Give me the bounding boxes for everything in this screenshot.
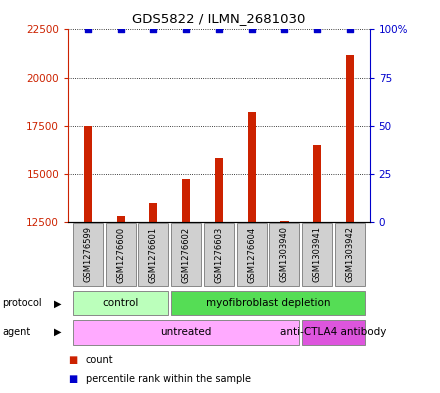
FancyBboxPatch shape (269, 223, 300, 286)
Text: GSM1303940: GSM1303940 (280, 226, 289, 283)
FancyBboxPatch shape (171, 291, 365, 315)
Bar (182, 179, 190, 222)
Bar (149, 203, 158, 222)
FancyBboxPatch shape (302, 223, 332, 286)
FancyBboxPatch shape (335, 223, 365, 286)
Bar (117, 216, 125, 222)
Text: GSM1303942: GSM1303942 (345, 226, 355, 283)
Text: percentile rank within the sample: percentile rank within the sample (86, 374, 251, 384)
Text: GSM1276603: GSM1276603 (214, 226, 224, 283)
FancyBboxPatch shape (73, 291, 169, 315)
Point (281, 26, 288, 33)
Text: GSM1276602: GSM1276602 (182, 226, 191, 283)
Text: untreated: untreated (161, 327, 212, 338)
Text: GSM1276600: GSM1276600 (116, 226, 125, 283)
FancyBboxPatch shape (73, 320, 300, 345)
Text: ▶: ▶ (54, 327, 61, 337)
Bar (280, 221, 289, 222)
Bar (84, 126, 92, 222)
FancyBboxPatch shape (73, 223, 103, 286)
Text: GSM1276604: GSM1276604 (247, 226, 256, 283)
Point (248, 26, 255, 33)
Text: ■: ■ (68, 374, 77, 384)
Point (346, 26, 353, 33)
Bar (346, 55, 354, 222)
Point (150, 26, 157, 33)
FancyBboxPatch shape (204, 223, 234, 286)
Text: GSM1303941: GSM1303941 (313, 226, 322, 283)
Bar (248, 112, 256, 222)
Text: agent: agent (2, 327, 30, 337)
Point (314, 26, 321, 33)
FancyBboxPatch shape (138, 223, 169, 286)
FancyBboxPatch shape (106, 223, 136, 286)
Point (84, 26, 92, 33)
Title: GDS5822 / ILMN_2681030: GDS5822 / ILMN_2681030 (132, 13, 306, 26)
Point (117, 26, 124, 33)
Text: GSM1276601: GSM1276601 (149, 226, 158, 283)
Bar (313, 145, 321, 222)
Bar (215, 158, 223, 222)
Text: ▶: ▶ (54, 298, 61, 309)
FancyBboxPatch shape (237, 223, 267, 286)
Text: count: count (86, 354, 114, 365)
Text: anti-CTLA4 antibody: anti-CTLA4 antibody (280, 327, 387, 338)
Text: control: control (103, 298, 139, 308)
Text: protocol: protocol (2, 298, 42, 309)
Text: GSM1276599: GSM1276599 (83, 226, 92, 283)
FancyBboxPatch shape (302, 320, 365, 345)
Point (183, 26, 190, 33)
Text: ■: ■ (68, 354, 77, 365)
Point (216, 26, 223, 33)
Text: myofibroblast depletion: myofibroblast depletion (206, 298, 330, 308)
FancyBboxPatch shape (171, 223, 201, 286)
